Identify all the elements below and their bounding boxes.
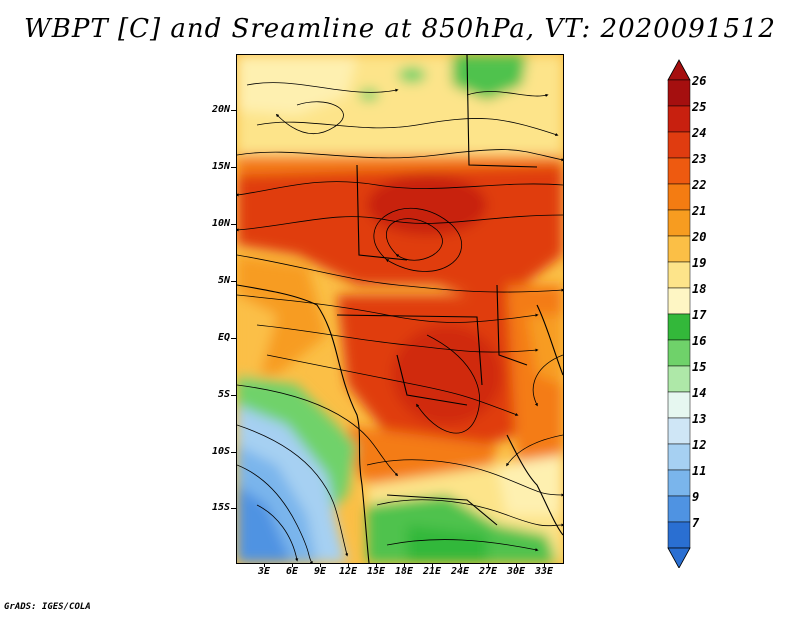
lat-label: 15S — [211, 502, 230, 513]
lat-label: 20N — [211, 104, 230, 115]
colorbar-swatch — [667, 443, 691, 471]
lon-label: 6E — [285, 566, 299, 577]
lon-tick — [488, 563, 489, 567]
lat-label: 5N — [217, 275, 230, 286]
lon-label: 30E — [506, 566, 526, 577]
lat-label: 10N — [211, 218, 230, 229]
lat-label: EQ — [217, 332, 230, 343]
chart-title: WBPT [C] and Sreamline at 850hPa, VT: 20… — [24, 14, 776, 44]
lat-tick — [231, 224, 236, 225]
colorbar-swatch — [667, 157, 691, 185]
colorbar-swatch — [667, 235, 691, 263]
colorbar-label: 11 — [692, 464, 707, 478]
colorbar-swatch — [667, 131, 691, 159]
lon-label: 33E — [534, 566, 554, 577]
colorbar-label: 18 — [692, 282, 707, 296]
colorbar-label: 26 — [692, 74, 707, 88]
colorbar-swatch — [667, 417, 691, 445]
coastlines-borders — [237, 55, 563, 563]
colorbar-swatch — [667, 261, 691, 289]
colorbar-swatch — [667, 287, 691, 315]
lon-label: 18E — [394, 566, 414, 577]
colorbar-swatch — [667, 339, 691, 367]
map-panel — [236, 54, 564, 564]
lon-tick — [404, 563, 405, 567]
temperature-field — [237, 55, 563, 563]
colorbar-label: 15 — [692, 360, 707, 374]
lon-tick — [348, 563, 349, 567]
colorbar-swatch — [667, 365, 691, 393]
lon-tick — [460, 563, 461, 567]
colorbar-label: 9 — [692, 490, 700, 504]
colorbar-swatch — [667, 209, 691, 237]
colorbar-swatch — [667, 105, 691, 133]
colorbar-swatch — [667, 469, 691, 497]
footer-credit: GrADS: IGES/COLA — [4, 602, 91, 612]
colorbar-label: 12 — [692, 438, 707, 452]
colorbar-label: 14 — [692, 386, 707, 400]
streamlines — [237, 82, 563, 563]
colorbar-swatch — [667, 521, 691, 549]
lon-tick — [264, 563, 265, 567]
lat-tick — [231, 395, 236, 396]
colorbar-top-arrow — [667, 59, 691, 81]
lon-label: 9E — [313, 566, 327, 577]
lon-label: 27E — [478, 566, 498, 577]
lat-tick — [231, 281, 236, 282]
colorbar-swatch — [667, 79, 691, 107]
colorbar-label: 21 — [692, 204, 707, 218]
colorbar-label: 20 — [692, 230, 707, 244]
lon-tick — [320, 563, 321, 567]
colorbar-label: 22 — [692, 178, 707, 192]
colorbar-label: 23 — [692, 152, 707, 166]
colorbar-label: 17 — [692, 308, 707, 322]
colorbar-swatch — [667, 183, 691, 211]
colorbar-swatch — [667, 313, 691, 341]
lon-label: 15E — [366, 566, 386, 577]
colorbar — [667, 59, 691, 568]
colorbar-label: 24 — [692, 126, 707, 140]
lon-tick — [432, 563, 433, 567]
lon-tick — [292, 563, 293, 567]
lat-tick — [231, 338, 236, 339]
colorbar-label: 7 — [692, 516, 700, 530]
map-svg — [237, 55, 563, 563]
lat-label: 5S — [217, 389, 230, 400]
lat-tick — [231, 110, 236, 111]
lon-label: 21E — [422, 566, 442, 577]
lon-tick — [544, 563, 545, 567]
lon-label: 12E — [338, 566, 358, 577]
colorbar-label: 25 — [692, 100, 707, 114]
colorbar-bottom-arrow — [667, 547, 691, 568]
colorbar-label: 13 — [692, 412, 707, 426]
colorbar-swatch — [667, 495, 691, 523]
lon-tick — [376, 563, 377, 567]
lat-label: 15N — [211, 161, 230, 172]
colorbar-label: 19 — [692, 256, 707, 270]
colorbar-label: 16 — [692, 334, 707, 348]
lon-label: 3E — [257, 566, 271, 577]
lat-tick — [231, 452, 236, 453]
lon-tick — [516, 563, 517, 567]
colorbar-swatch — [667, 391, 691, 419]
lat-label: 10S — [211, 446, 230, 457]
lon-label: 24E — [450, 566, 470, 577]
lat-tick — [231, 508, 236, 509]
lat-tick — [231, 167, 236, 168]
